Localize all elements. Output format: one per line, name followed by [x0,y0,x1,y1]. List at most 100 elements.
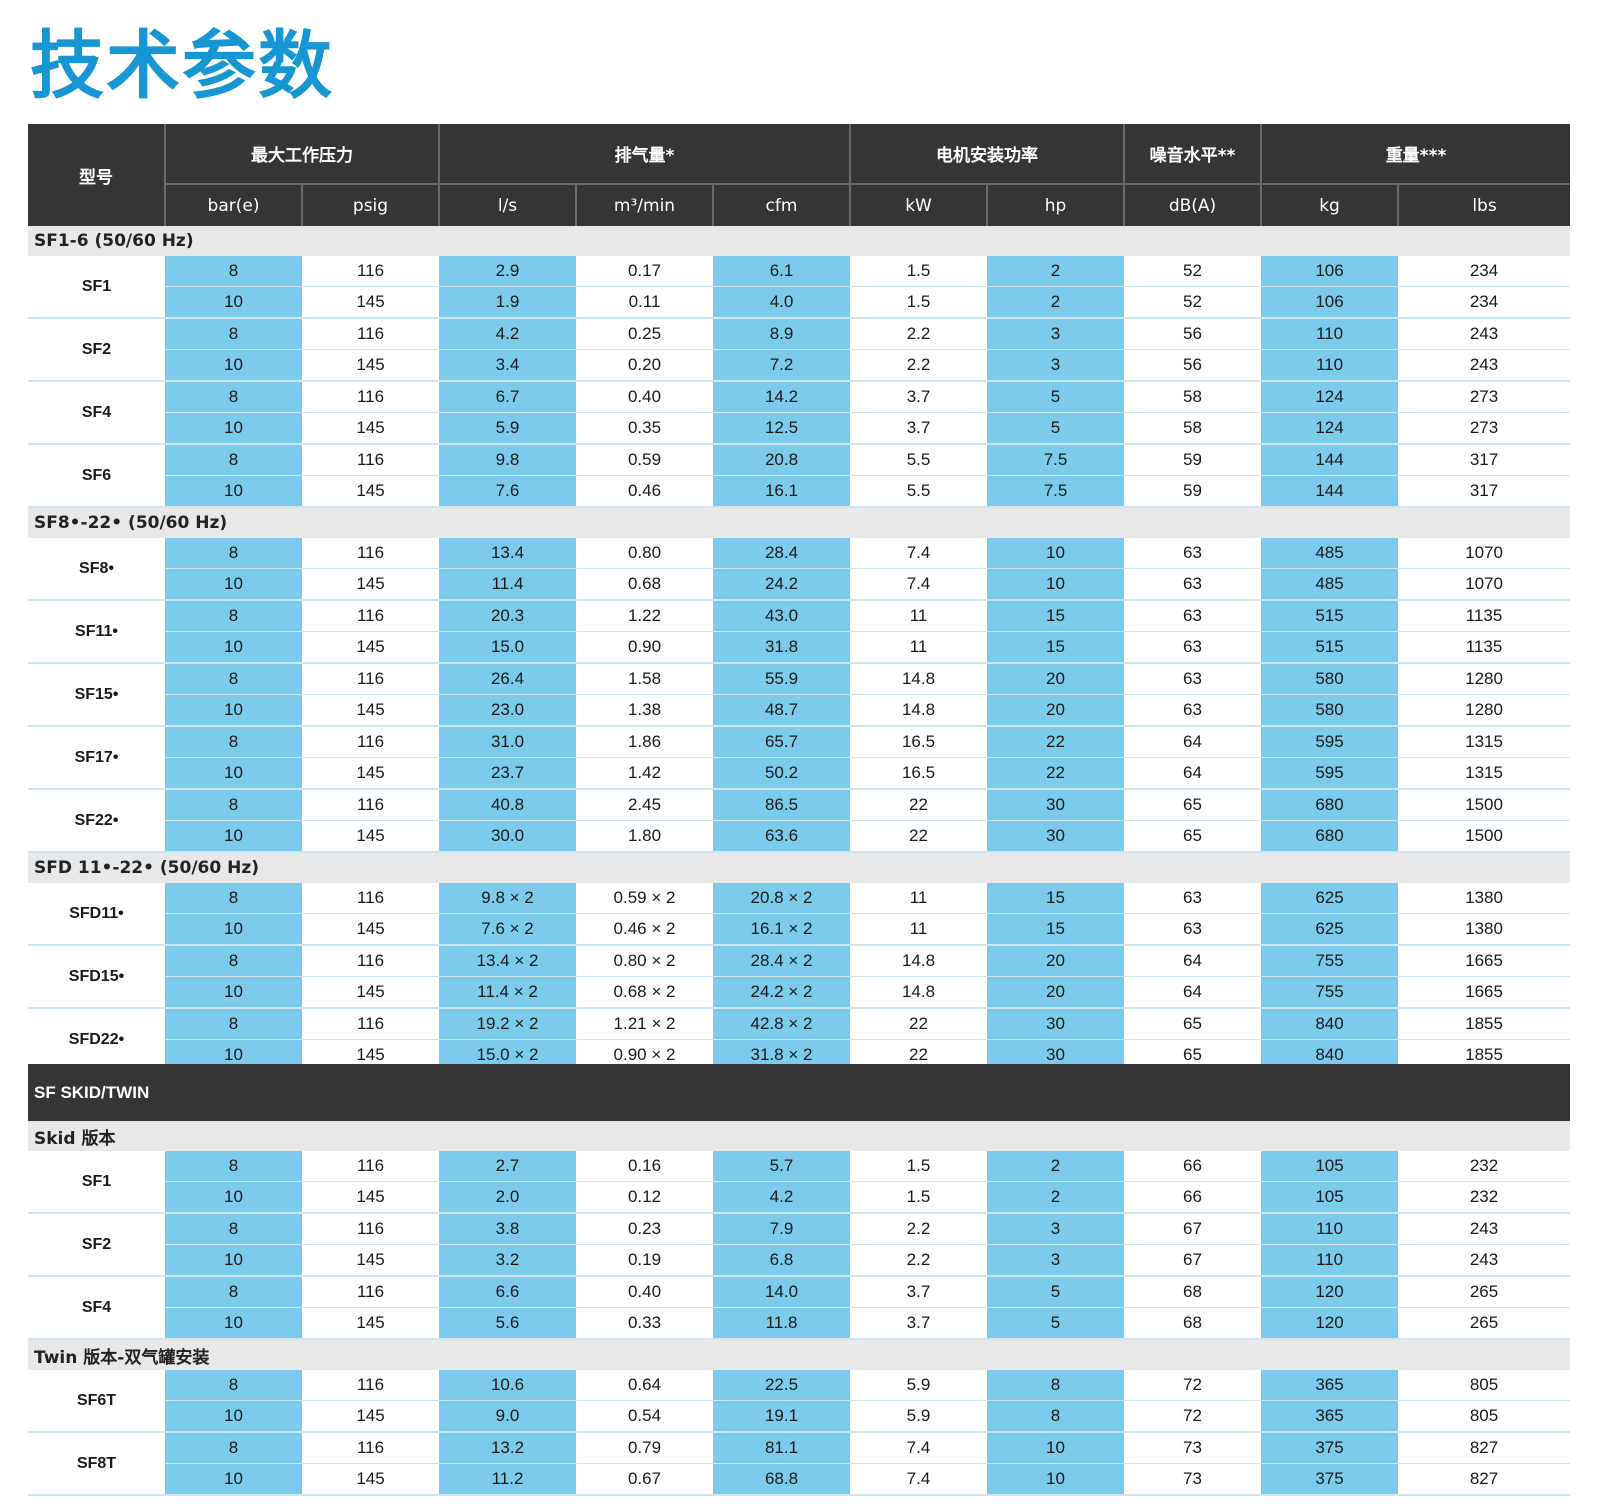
table-cell: 145 [302,1181,439,1214]
table-cell: 317 [1398,475,1571,508]
table-cell: 14.8 [850,663,988,695]
model-name: SFD15• [28,945,165,1009]
page-title: 技术参数 [30,23,334,109]
table-cell: 1280 [1398,694,1571,727]
model-name: SF4 [28,1276,165,1340]
table-cell: 145 [302,1244,439,1277]
table-row: 10 145 11.4 0.68 24.2 7.4 10 63 485 1070 [28,568,1571,601]
table-cell: 2 [987,286,1125,319]
table-cell: 11.2 [439,1463,576,1496]
table-cell: 0.79 [576,1432,713,1464]
table-row: SFD22• 8 116 19.2 × 2 1.21 × 2 42.8 × 2 22 30 65… [28,1008,1571,1072]
table-row: SF1 8 116 2.9 0.17 6.1 1.5 2 52 106 234 [28,256,1571,319]
table-cell: 10 [987,538,1125,569]
table-row: 10 145 15.0 0.90 31.8 11 15 63 515 1135 [28,631,1571,664]
table-cell: 73 [1124,1463,1261,1496]
table-cell: 66 [1124,1151,1261,1182]
model-name: SFD11• [28,883,165,946]
table-cell: 580 [1261,694,1399,727]
table-cell: 827 [1398,1463,1571,1496]
table-cell: 0.68 [576,568,713,601]
model-header: 型号 [28,124,165,226]
table-cell: 680 [1261,789,1399,821]
table-cell: 1.38 [576,694,713,727]
table-cell: 3.7 [850,412,988,445]
table-cell: 1.5 [850,1151,987,1182]
table-cell: 243 [1398,1213,1571,1245]
table-cell: 232 [1398,1181,1571,1214]
table-cell: 265 [1398,1276,1571,1308]
table-cell: 6.7 [439,381,576,413]
table-cell: 0.80 [576,538,713,569]
table-cell: 145 [302,976,439,1009]
table-cell: 243 [1398,1244,1571,1277]
table-cell: 0.90 [576,631,713,664]
table-cell: 116 [302,1008,439,1040]
table-cell: 5 [987,412,1125,445]
table-cell: 24.2 × 2 [713,976,851,1009]
table-cell: 14.2 [713,381,851,413]
table-cell: 10 [165,757,302,790]
table-cell: 0.80 × 2 [576,945,713,977]
table-cell: 2 [987,1151,1124,1182]
table-cell: 2.2 [850,318,988,350]
section-row: SFD 11•-22• (50/60 Hz) [28,852,1571,883]
table-cell: 9.0 [439,1400,576,1433]
table-cell: 5.6 [439,1307,576,1340]
section-row: SF1-6 (50/60 Hz) [28,226,1571,256]
table-cell: 10.6 [439,1370,576,1401]
table-cell: 68 [1124,1307,1261,1340]
table-cell: 15 [987,883,1125,914]
table-cell: 106 [1261,286,1399,319]
table-row: 10 145 9.0 0.54 19.1 5.9 8 72 365 805 [28,1400,1571,1433]
unit-m3min: m³/min [575,184,713,226]
table-cell: 63 [1124,600,1262,632]
table-cell: 1.21 × 2 [576,1008,713,1040]
table-row: 10 145 11.4 × 2 0.68 × 2 24.2 × 2 14.8 20 64 755… [28,976,1571,1009]
table-cell: 145 [302,820,439,853]
table-cell: 1070 [1398,568,1571,601]
section-title: SFD 11•-22• (50/60 Hz) [28,852,1571,883]
table-cell: 23.0 [439,694,576,727]
unit-lbs: lbs [1397,184,1571,226]
table-cell: 9.8 × 2 [439,883,576,914]
table-cell: 365 [1261,1370,1398,1401]
table-cell: 72 [1124,1370,1261,1401]
section-title: SF1-6 (50/60 Hz) [28,226,1571,256]
table-cell: 8 [987,1400,1124,1433]
table-cell: 3 [987,1213,1124,1245]
table-cell: 56 [1124,318,1262,350]
table-cell: 63 [1124,568,1262,601]
table-cell: 66 [1124,1181,1261,1214]
table-cell: 1.86 [576,726,713,758]
skid-table-body: SF SKID/TWIN Skid 版本 SF1 8 116 2.7 0.16 5.7 1.5… [28,1064,1571,1496]
table-cell: 10 [165,976,302,1009]
table-cell: 243 [1398,318,1571,350]
table-cell: 8 [165,1432,302,1464]
table-cell: 273 [1398,381,1571,413]
table-cell: 2.45 [576,789,713,821]
table-cell: 5 [987,381,1125,413]
table-cell: 145 [302,349,439,382]
table-row: SF22• 8 116 40.8 2.45 86.5 22 30 65 680 1500 [28,789,1571,853]
table-cell: 116 [302,600,439,632]
table-cell: 11.4 [439,568,576,601]
table-cell: 1.42 [576,757,713,790]
table-cell: 14.0 [713,1276,850,1308]
model-name: SF8• [28,538,165,601]
table-cell: 145 [302,1463,439,1496]
table-cell: 105 [1261,1181,1398,1214]
table-cell: 1135 [1398,600,1571,632]
table-cell: 7.5 [987,475,1125,508]
table-cell: 30 [987,820,1125,853]
table-cell: 0.19 [576,1244,713,1277]
table-row: SF1 8 116 2.7 0.16 5.7 1.5 2 66 105 232 [28,1151,1571,1214]
table-cell: 22 [850,820,988,853]
table-row: 10 145 30.0 1.80 63.6 22 30 65 680 1500 [28,820,1571,853]
table-cell: 7.2 [713,349,851,382]
table-cell: 11.8 [713,1307,850,1340]
table-cell: 805 [1398,1400,1571,1433]
table-cell: 0.67 [576,1463,713,1496]
table-cell: 116 [302,789,439,821]
table-cell: 273 [1398,412,1571,445]
